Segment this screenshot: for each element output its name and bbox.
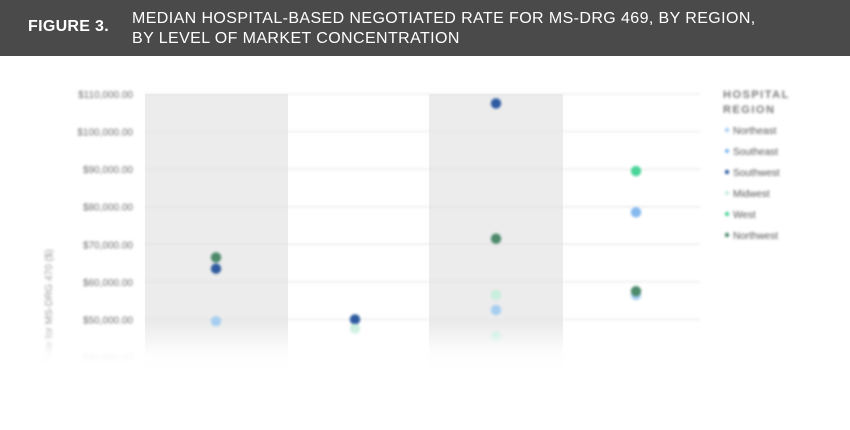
legend-entry: Southwest xyxy=(733,168,780,179)
legend-entry: Northeast xyxy=(733,126,777,137)
legend-entry: Midwest xyxy=(733,189,770,200)
data-point-northeast xyxy=(490,304,502,316)
data-point-midwest xyxy=(490,289,502,301)
legend-title: HOSPITAL xyxy=(723,89,790,101)
data-point-midwest xyxy=(490,331,502,342)
legend-title: REGION xyxy=(723,104,775,116)
data-point-southwest xyxy=(349,314,361,325)
figure-title-line-2: BY LEVEL OF MARKET CONCENTRATION xyxy=(132,30,460,47)
data-point-northwest xyxy=(210,252,222,263)
legend-marker xyxy=(724,148,730,154)
legend: HOSPITAL REGION Northeast Southeast Southwes… xyxy=(723,89,790,242)
legend-marker xyxy=(724,127,730,133)
data-point-southeast xyxy=(630,207,642,218)
legend-entry: Southeast xyxy=(733,147,778,158)
figure-label: FIGURE 3. xyxy=(28,18,109,35)
y-axis-ticks: $110,000.00 $100,000.00 $90,000.00 $80,000.… xyxy=(77,90,133,364)
data-point-west xyxy=(630,165,642,177)
y-tick-label: $110,000.00 xyxy=(78,90,133,101)
group-band xyxy=(145,94,288,376)
y-tick-label: $40,000.00 xyxy=(83,353,133,364)
data-point-midwest xyxy=(349,323,361,335)
figure-header: FIGURE 3. MEDIAN HOSPITAL-BASED NEGOTIAT… xyxy=(0,0,850,56)
y-axis-label: Rate for MS-DRG 470 ($) xyxy=(44,249,55,362)
scatter-chart: $110,000.00 $100,000.00 $90,000.00 $80,000.… xyxy=(44,89,790,376)
y-tick-label: $80,000.00 xyxy=(83,203,133,214)
data-point-northwest xyxy=(630,286,642,297)
data-point-northeast xyxy=(210,316,222,327)
y-tick-label: $50,000.00 xyxy=(83,315,133,326)
data-point-northwest xyxy=(490,233,502,244)
y-tick-label: $90,000.00 xyxy=(83,165,133,176)
legend-marker xyxy=(724,232,730,238)
y-tick-label: $60,000.00 xyxy=(83,278,133,289)
chart-area: $110,000.00 $100,000.00 $90,000.00 $80,000.… xyxy=(0,56,850,430)
data-point-southwest xyxy=(490,98,502,109)
legend-marker xyxy=(724,169,730,175)
figure-title: MEDIAN HOSPITAL-BASED NEGOTIATED RATE FO… xyxy=(132,9,832,49)
y-tick-label: $70,000.00 xyxy=(83,240,133,251)
data-point-southwest xyxy=(210,263,222,274)
legend-marker xyxy=(724,211,730,217)
legend-entry: West xyxy=(733,210,756,221)
legend-entry: Northwest xyxy=(733,231,778,242)
figure-title-line-1: MEDIAN HOSPITAL-BASED NEGOTIATED RATE FO… xyxy=(132,10,756,27)
legend-marker xyxy=(724,190,730,196)
y-tick-label: $100,000.00 xyxy=(77,128,133,139)
